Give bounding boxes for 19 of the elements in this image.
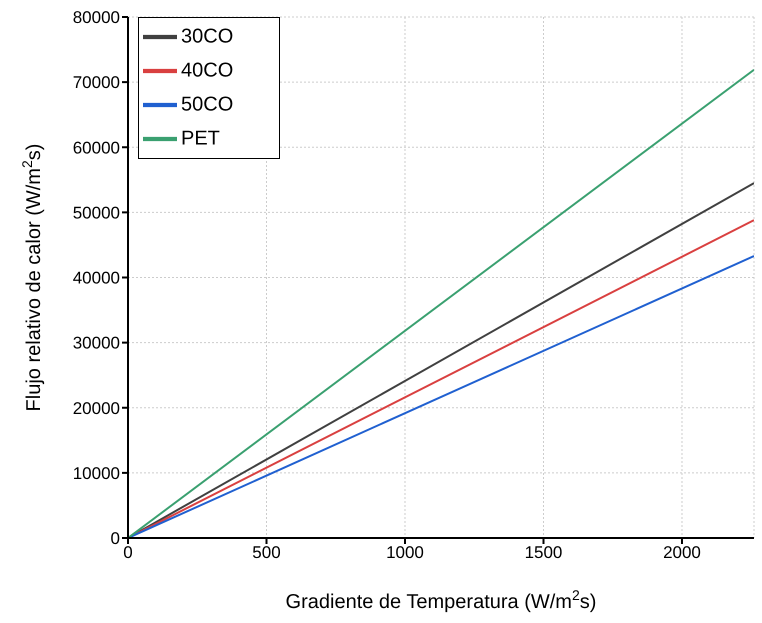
y-tick-label: 30000 — [72, 334, 120, 353]
y-tick-label: 20000 — [72, 398, 120, 418]
legend-label: 30CO — [181, 25, 234, 48]
y-tick-label: 40000 — [72, 268, 120, 288]
legend-label: 40CO — [181, 59, 234, 82]
x-tick-label: 1500 — [524, 543, 562, 562]
x-tick-label: 0 — [123, 543, 133, 562]
y-tick-label: 10000 — [72, 464, 120, 483]
legend-label: PET — [181, 127, 220, 150]
x-tick-label: 1000 — [386, 543, 424, 562]
y-tick-label: 0 — [110, 529, 120, 548]
y-tick-label: 70000 — [72, 73, 120, 92]
y-tick-label: 60000 — [72, 138, 120, 158]
y-tick-label: 80000 — [72, 8, 120, 28]
x-tick-label: 500 — [252, 543, 281, 562]
legend-label: 50CO — [181, 93, 234, 116]
y-tick-label: 50000 — [72, 203, 120, 222]
x-tick-label: 2000 — [663, 543, 701, 562]
x-axis-title: Gradiente de Temperatura (W/m$^{2}$s) — [286, 587, 596, 613]
